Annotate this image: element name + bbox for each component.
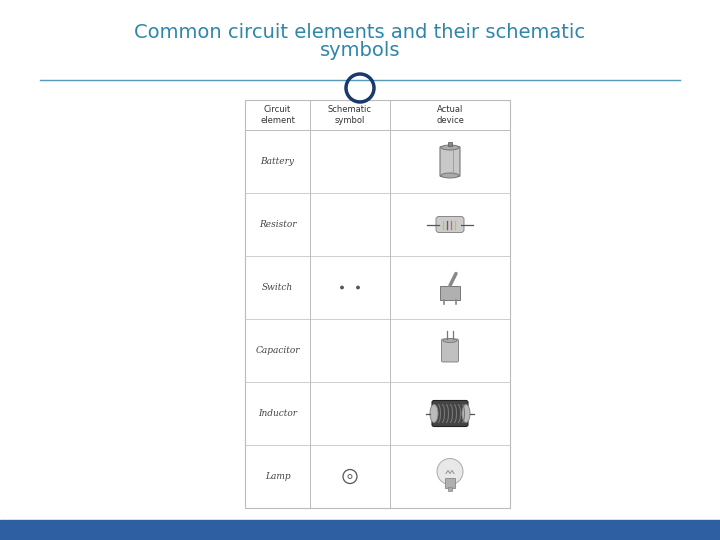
FancyBboxPatch shape — [440, 146, 460, 177]
Text: Actual
device: Actual device — [436, 105, 464, 125]
Bar — [0, 520, 720, 540]
Ellipse shape — [462, 404, 470, 422]
Circle shape — [341, 286, 343, 289]
Text: Lamp: Lamp — [265, 472, 290, 481]
Ellipse shape — [430, 404, 438, 422]
Text: Inductor: Inductor — [258, 409, 297, 418]
Bar — [245, 100, 510, 508]
Text: Resistor: Resistor — [258, 220, 296, 229]
Text: Common circuit elements and their schematic: Common circuit elements and their schema… — [135, 23, 585, 42]
Circle shape — [437, 458, 463, 484]
Text: Schematic
symbol: Schematic symbol — [328, 105, 372, 125]
FancyBboxPatch shape — [441, 339, 459, 362]
Text: symbols: symbols — [320, 40, 400, 59]
Text: Circuit
element: Circuit element — [260, 105, 295, 125]
FancyBboxPatch shape — [436, 217, 464, 233]
Text: Switch: Switch — [262, 283, 293, 292]
Ellipse shape — [441, 145, 459, 150]
Circle shape — [357, 286, 359, 289]
Bar — [445, 477, 455, 488]
Ellipse shape — [441, 173, 459, 178]
FancyBboxPatch shape — [432, 401, 468, 427]
Ellipse shape — [443, 339, 457, 342]
Bar — [448, 487, 452, 490]
Text: Battery: Battery — [261, 157, 294, 166]
Text: Capacitor: Capacitor — [256, 346, 300, 355]
Bar — [448, 141, 452, 145]
Bar — [440, 286, 460, 300]
